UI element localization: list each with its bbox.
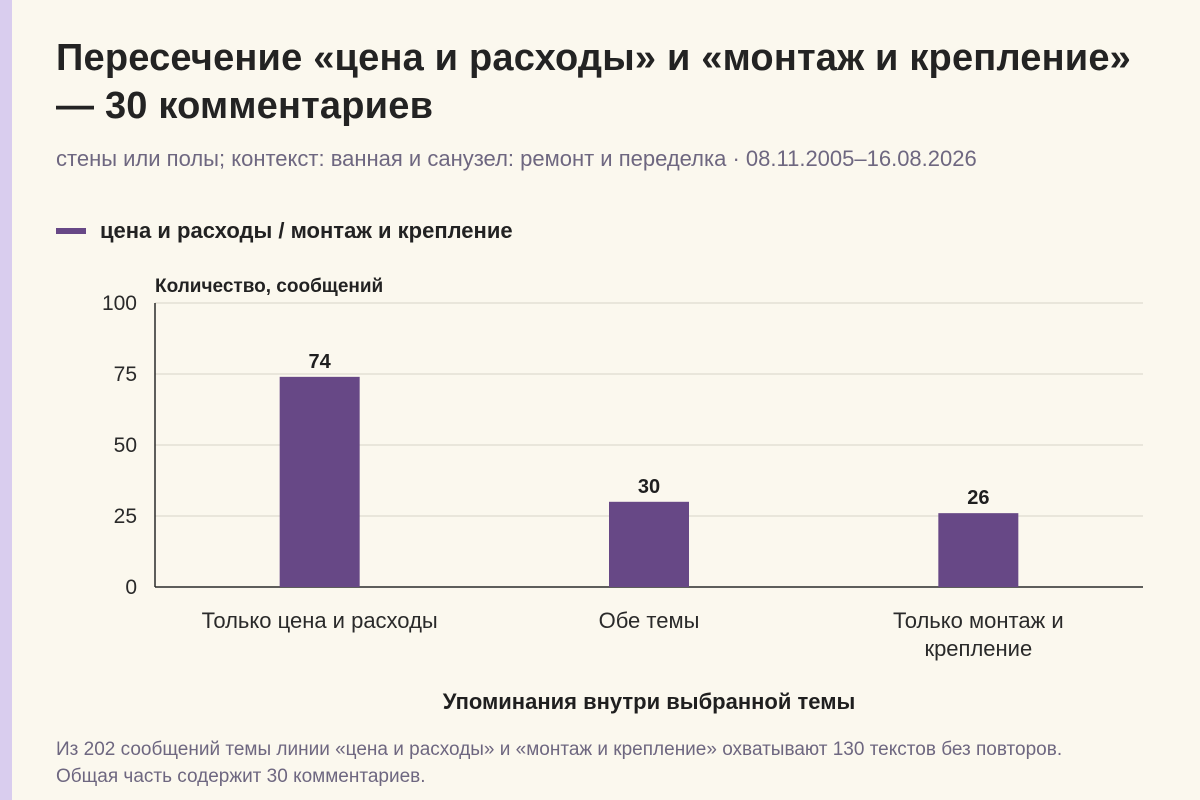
legend-label: цена и расходы / монтаж и крепление — [100, 218, 513, 243]
legend-swatch — [56, 228, 86, 234]
x-tick-label: Только цена и расходы — [202, 608, 438, 633]
x-tick-label: Только монтаж и — [893, 608, 1064, 633]
bar — [938, 513, 1019, 587]
accent-bar — [0, 0, 12, 800]
bar-value-label: 74 — [309, 351, 332, 373]
legend: цена и расходы / монтаж и крепление — [56, 218, 513, 244]
bar — [279, 376, 360, 587]
x-axis-title: Упоминания внутри выбранной темы — [443, 689, 856, 714]
bar-value-label: 26 — [967, 487, 989, 509]
bar-chart: 0 25 50 75 100 Количество, сообщений 74 Только … — [102, 276, 1143, 714]
y-tick-label: 0 — [125, 576, 137, 599]
x-tick-label: крепление — [924, 636, 1032, 661]
chart-subtitle: стены или полы; контекст: ванная и сануз… — [56, 146, 977, 171]
y-tick-label: 25 — [114, 505, 137, 528]
bar — [609, 501, 689, 587]
y-tick-label: 50 — [114, 434, 137, 457]
y-axis-title: Количество, сообщений — [155, 276, 383, 297]
footnote: Из 202 сообщений темы линии «цена и расх… — [56, 739, 1063, 787]
bar-value-label: 30 — [638, 476, 660, 498]
y-tick-label: 75 — [114, 363, 137, 386]
x-tick-label: Обе темы — [599, 608, 700, 633]
chart-title: Пересечение «цена и расходы» и «монтаж и… — [56, 37, 1131, 127]
y-tick-label: 100 — [102, 292, 137, 315]
